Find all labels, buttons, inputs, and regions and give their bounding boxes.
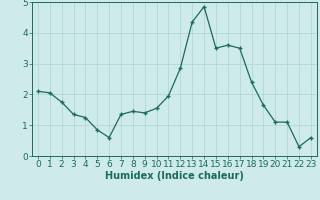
X-axis label: Humidex (Indice chaleur): Humidex (Indice chaleur) (105, 171, 244, 181)
